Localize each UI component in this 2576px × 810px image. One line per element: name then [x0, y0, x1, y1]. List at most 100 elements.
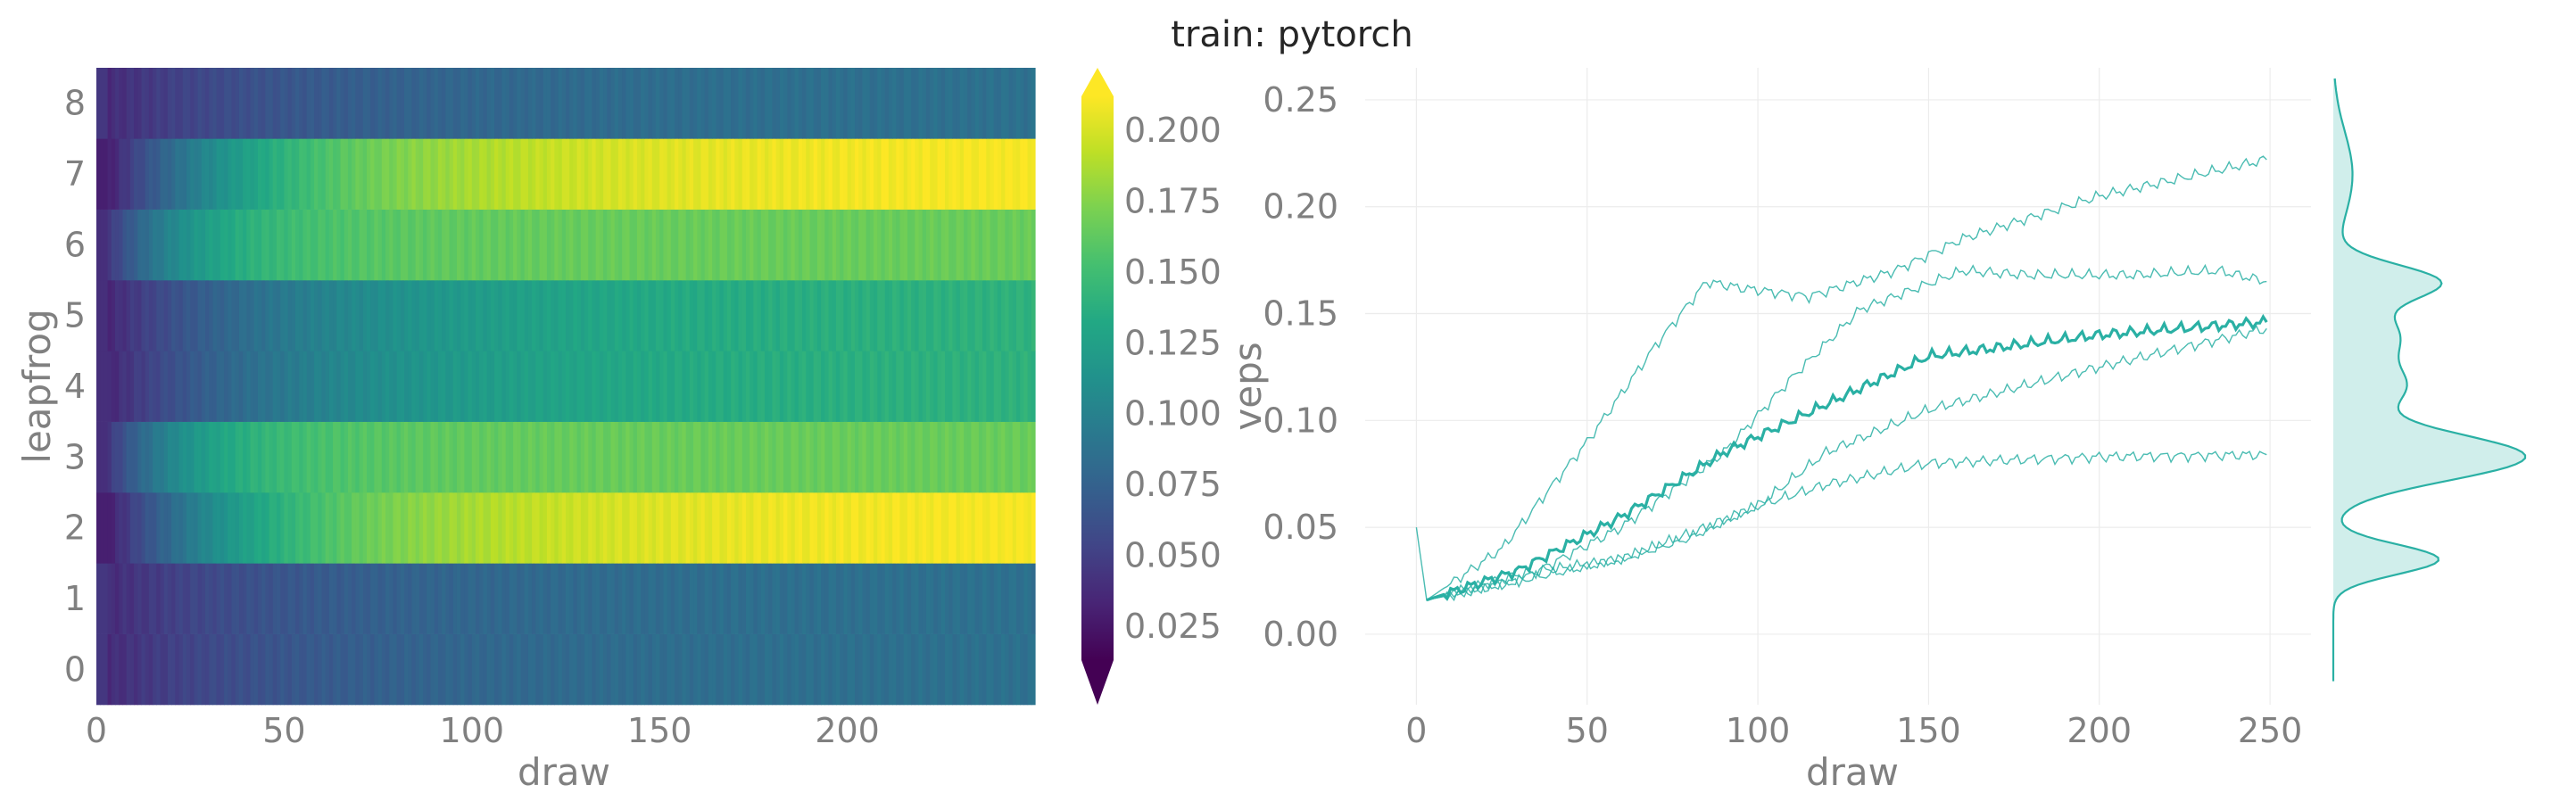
heatmap-cell: [145, 68, 150, 139]
heatmap-cell: [501, 209, 507, 281]
heatmap-cell: [561, 209, 567, 281]
heatmap-cell: [539, 68, 544, 139]
heatmap-cell: [201, 492, 206, 564]
heatmap-cell: [554, 351, 559, 422]
heatmap-cell: [479, 633, 485, 706]
heatmap-cell: [216, 563, 221, 634]
heatmap-cell: [306, 633, 311, 706]
heatmap-cell: [228, 633, 233, 706]
heatmap-cell: [167, 421, 172, 493]
heatmap-cell: [182, 633, 187, 706]
heatmap-cell: [490, 138, 495, 210]
heatmap-cell: [505, 138, 510, 210]
heatmap-cell: [636, 421, 642, 493]
heatmap-cell: [760, 563, 766, 634]
heatmap-cell: [806, 138, 811, 210]
heatmap-cell: [787, 209, 792, 281]
heatmap-cell: [925, 138, 931, 210]
heatmap-cell: [137, 138, 143, 210]
line-y-tick: 0.15: [1263, 294, 1338, 334]
heatmap-cell: [967, 421, 973, 493]
heatmap-cell: [816, 492, 822, 564]
heatmap-cell: [381, 351, 386, 422]
heatmap-cell: [464, 351, 469, 422]
heatmap-cell: [787, 421, 792, 493]
heatmap-cell: [389, 633, 394, 706]
heatmap-cell: [359, 138, 364, 210]
heatmap-cell: [760, 68, 766, 139]
heatmap-cell: [622, 563, 626, 634]
heatmap-cell: [408, 280, 413, 351]
heatmap-cell: [524, 633, 529, 706]
heatmap-cell: [107, 138, 112, 210]
heatmap-cell: [648, 492, 653, 564]
heatmap-cell: [129, 209, 135, 281]
heatmap-x-ticks: 0 50 100 150 200: [86, 711, 880, 750]
heatmap-cell: [948, 492, 954, 564]
heatmap-cell: [141, 209, 146, 281]
heatmap-cell: [772, 563, 777, 634]
heatmap-cell: [911, 209, 915, 281]
heatmap-cell: [925, 492, 931, 564]
heatmap-cell: [415, 633, 420, 706]
heatmap-cell: [261, 633, 266, 706]
heatmap-cell: [228, 492, 233, 564]
heatmap-cell: [888, 563, 893, 634]
heatmap-cell: [881, 138, 886, 210]
heatmap-cell: [723, 280, 728, 351]
heatmap-cell: [663, 209, 668, 281]
heatmap-cell: [505, 351, 510, 422]
heatmap-cell: [775, 633, 781, 706]
heatmap-cell: [302, 563, 308, 634]
heatmap-cell: [122, 209, 128, 281]
heatmap-cell: [899, 492, 905, 564]
heatmap-cell: [584, 563, 589, 634]
heatmap-cell: [667, 563, 672, 634]
heatmap-cell: [498, 633, 503, 706]
heatmap-cell: [592, 68, 597, 139]
heatmap-cell: [115, 138, 120, 210]
heatmap-cell: [816, 351, 822, 422]
heatmap-cell: [535, 209, 541, 281]
heatmap-cell: [937, 633, 942, 706]
line-x-label: draw: [1806, 750, 1899, 794]
heatmap-cell: [569, 138, 575, 210]
heatmap-cell: [644, 492, 650, 564]
heatmap-cell: [96, 633, 101, 706]
heatmap-cell: [190, 563, 195, 634]
heatmap-cell: [527, 138, 533, 210]
heatmap-cell: [437, 633, 443, 706]
heatmap-cell: [858, 563, 864, 634]
heatmap-cell: [434, 492, 439, 564]
heatmap-cell: [809, 421, 815, 493]
heatmap-cell: [347, 209, 352, 281]
heatmap-cell: [295, 421, 300, 493]
figure-title: train: pytorch: [1171, 14, 1412, 55]
heatmap-cell: [945, 209, 949, 281]
heatmap-cell: [476, 280, 480, 351]
heatmap-cell: [235, 563, 240, 634]
heatmap-cell: [494, 633, 499, 706]
heatmap-cell: [352, 68, 356, 139]
heatmap-cell: [636, 280, 642, 351]
heatmap-cell: [651, 492, 657, 564]
heatmap-cell: [100, 633, 105, 706]
heatmap-cell: [295, 563, 300, 634]
heatmap-cell: [584, 421, 589, 493]
heatmap-cell: [527, 492, 533, 564]
heatmap-cell: [287, 492, 293, 564]
heatmap-cell: [153, 421, 157, 493]
heatmap-cell: [374, 633, 379, 706]
heatmap-cell: [261, 421, 266, 493]
heatmap-cell: [1008, 351, 1014, 422]
heatmap-cell: [418, 421, 424, 493]
heatmap-cell: [355, 633, 360, 706]
heatmap-cell: [336, 633, 342, 706]
heatmap-cell: [137, 563, 143, 634]
heatmap-cell: [903, 633, 908, 706]
heatmap-cell: [576, 633, 582, 706]
heatmap-cell: [866, 209, 871, 281]
heatmap-cell: [779, 68, 784, 139]
heatmap-cell: [483, 633, 488, 706]
heatmap-cell: [385, 209, 390, 281]
